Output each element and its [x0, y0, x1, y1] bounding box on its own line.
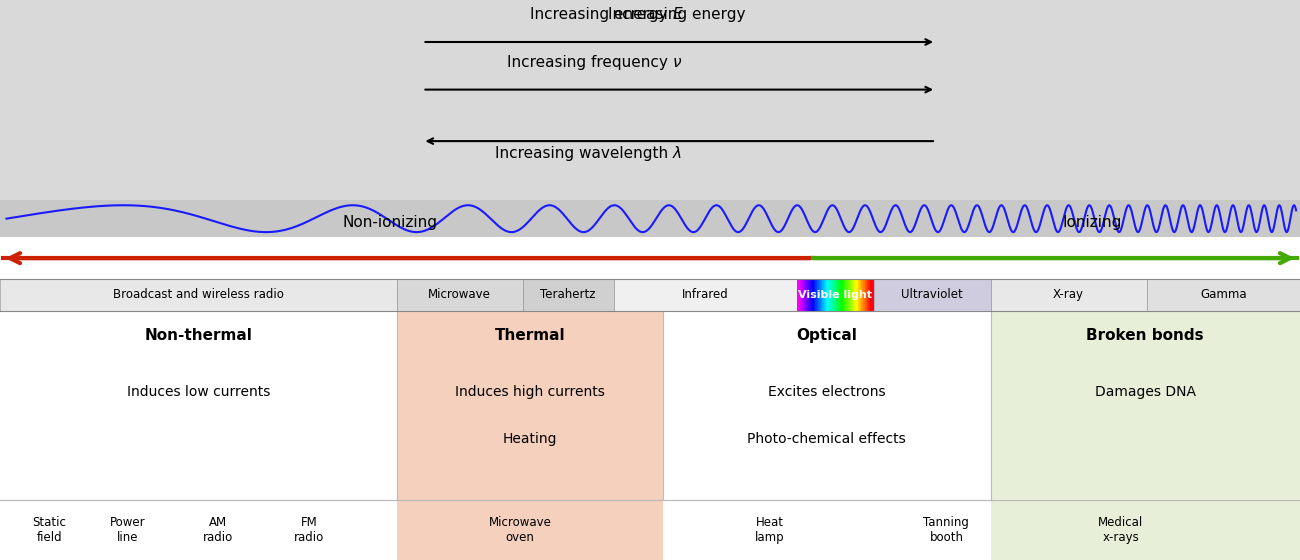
Text: Infrared: Infrared [682, 288, 728, 301]
Text: Broadcast and wireless radio: Broadcast and wireless radio [113, 288, 283, 301]
Text: Gamma: Gamma [1200, 288, 1247, 301]
Text: Static
field: Static field [32, 516, 66, 544]
Text: Induces high currents: Induces high currents [455, 385, 604, 399]
Text: Increasing energy: Increasing energy [608, 7, 750, 22]
Bar [523, 279, 614, 311]
Text: Non-thermal: Non-thermal [144, 328, 252, 343]
Bar [0, 311, 396, 500]
Text: FM
radio: FM radio [294, 516, 325, 544]
Text: Heating: Heating [503, 432, 556, 446]
Text: Ionizing: Ionizing [1062, 215, 1122, 230]
Text: Tanning
booth: Tanning booth [923, 516, 970, 544]
Text: Increasing wavelength: Increasing wavelength [495, 146, 673, 161]
Bar [1147, 279, 1300, 311]
Bar [0, 279, 396, 311]
Bar [991, 500, 1300, 560]
Text: Microwave
oven: Microwave oven [489, 516, 551, 544]
Text: X-ray: X-ray [1053, 288, 1084, 301]
Text: Medical
x-rays: Medical x-rays [1098, 516, 1143, 544]
Text: Visible light: Visible light [798, 290, 872, 300]
Text: Thermal: Thermal [494, 328, 566, 343]
Bar [991, 279, 1147, 311]
Text: Damages DNA: Damages DNA [1095, 385, 1196, 399]
Text: ν: ν [673, 55, 681, 70]
Bar [396, 311, 663, 500]
Bar [0, 200, 1300, 237]
Bar [396, 279, 523, 311]
Text: Power
line: Power line [109, 516, 146, 544]
Text: E: E [673, 7, 682, 22]
Text: Increasing energy: Increasing energy [530, 7, 673, 22]
Text: Induces low currents: Induces low currents [126, 385, 270, 399]
Text: AM
radio: AM radio [203, 516, 234, 544]
Bar [874, 279, 991, 311]
Text: Microwave: Microwave [428, 288, 491, 301]
Bar [991, 311, 1300, 500]
Text: Photo-chemical effects: Photo-chemical effects [747, 432, 906, 446]
Text: λ: λ [673, 146, 681, 161]
Text: Excites electrons: Excites electrons [768, 385, 885, 399]
Bar [396, 500, 663, 560]
Text: Increasing frequency: Increasing frequency [507, 55, 673, 70]
Text: Optical: Optical [797, 328, 857, 343]
Bar [614, 279, 797, 311]
Bar [0, 0, 1300, 200]
Bar [0, 237, 1300, 560]
Bar [663, 311, 991, 500]
Text: Broken bonds: Broken bonds [1087, 328, 1204, 343]
Text: Terahertz: Terahertz [541, 288, 595, 301]
Text: Heat
lamp: Heat lamp [755, 516, 784, 544]
Text: Non-ionizing: Non-ionizing [342, 215, 438, 230]
Text: Ultraviolet: Ultraviolet [901, 288, 963, 301]
